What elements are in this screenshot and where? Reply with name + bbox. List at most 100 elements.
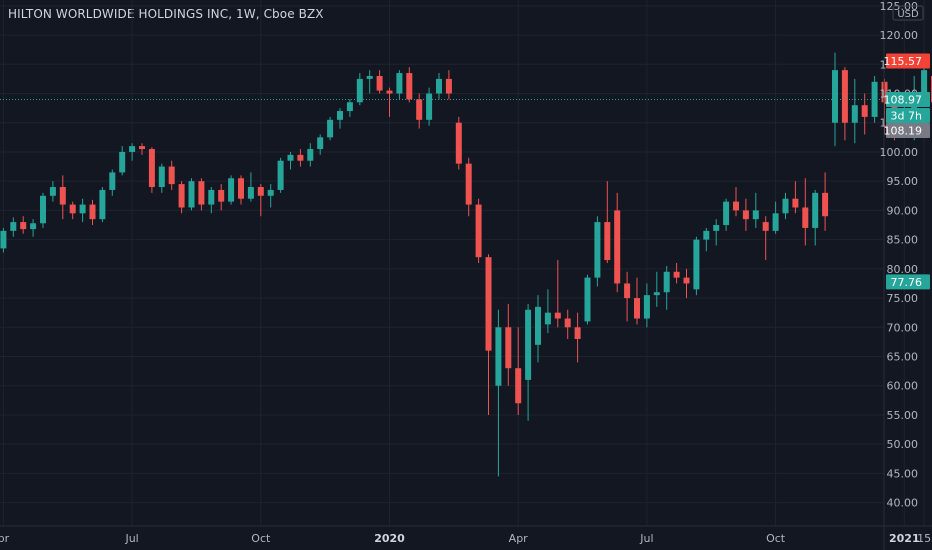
chart-grid bbox=[0, 0, 925, 526]
currency-box bbox=[892, 5, 924, 21]
candle-body bbox=[515, 368, 522, 404]
candle-body bbox=[554, 312, 561, 319]
candle-body bbox=[20, 222, 27, 230]
candle-body bbox=[386, 90, 393, 94]
candle-body bbox=[653, 292, 660, 296]
candle-body bbox=[257, 187, 264, 196]
candle-body bbox=[604, 222, 611, 261]
candle-body bbox=[148, 149, 155, 188]
candles bbox=[0, 52, 932, 477]
candle-body bbox=[634, 298, 640, 319]
price-tick-label: 65.00 bbox=[887, 351, 919, 364]
price-tick-label: 85.00 bbox=[887, 234, 919, 247]
candle-body bbox=[247, 187, 254, 199]
candle-body bbox=[49, 187, 56, 196]
candle-body bbox=[317, 137, 324, 150]
candle-body bbox=[663, 271, 670, 293]
time-tick-label: Oct bbox=[766, 532, 786, 545]
stop-price-tag-box bbox=[886, 53, 930, 69]
candle-body bbox=[505, 327, 512, 369]
candle-body bbox=[426, 93, 433, 120]
candle-body bbox=[99, 189, 106, 220]
candle-body bbox=[89, 204, 96, 220]
candle-body bbox=[624, 283, 631, 299]
price-tick-label: 40.00 bbox=[887, 497, 919, 510]
candle-body bbox=[376, 75, 383, 91]
candle-body bbox=[198, 181, 205, 205]
candle-body bbox=[525, 309, 532, 380]
candle-body bbox=[267, 189, 274, 196]
candle-body bbox=[287, 154, 294, 161]
candle-body bbox=[277, 160, 284, 190]
candle-body bbox=[851, 105, 858, 123]
target-price-tag-box bbox=[886, 274, 930, 290]
candle-body bbox=[584, 277, 591, 322]
price-tick-label: 50.00 bbox=[887, 438, 919, 451]
candle-body bbox=[574, 327, 581, 339]
prev-close-tag: 108.19 bbox=[884, 125, 923, 138]
candle-body bbox=[208, 189, 215, 205]
candle-body bbox=[356, 78, 363, 103]
candle-body bbox=[713, 225, 720, 231]
time-tick-label: 2021 bbox=[889, 532, 920, 545]
candle-body bbox=[0, 230, 7, 249]
candle-body bbox=[752, 210, 759, 220]
current-price-tag-box bbox=[886, 92, 930, 108]
prev-close-tag-box bbox=[886, 123, 930, 139]
candle-body bbox=[822, 192, 829, 217]
candle-body bbox=[802, 207, 809, 228]
candle-body bbox=[485, 257, 492, 351]
currency-label: USD bbox=[897, 9, 919, 20]
candle-body bbox=[346, 102, 353, 112]
candle-body bbox=[693, 239, 700, 290]
candle-body bbox=[535, 306, 541, 345]
candle-body bbox=[69, 204, 76, 214]
candle-body bbox=[188, 181, 195, 208]
price-tick-label: 75.00 bbox=[887, 292, 919, 305]
candle-body bbox=[643, 295, 650, 319]
candle-body bbox=[703, 230, 710, 240]
candle-body bbox=[465, 163, 472, 205]
candle-body bbox=[327, 119, 334, 138]
candle-body bbox=[871, 81, 878, 117]
candle-body bbox=[218, 189, 225, 202]
chart-title: HILTON WORLDWIDE HOLDINGS INC, 1W, Cboe … bbox=[8, 7, 324, 21]
price-tick-label: 55.00 bbox=[887, 409, 919, 422]
candle-body bbox=[673, 271, 680, 278]
candle-body bbox=[158, 166, 165, 188]
candle-body bbox=[79, 204, 86, 214]
time-tick-label: Jul bbox=[124, 532, 138, 545]
price-tick-label: 90.00 bbox=[887, 204, 919, 217]
candle-body bbox=[594, 222, 601, 278]
current-price-tag: 108.97 bbox=[884, 94, 923, 107]
countdown-tag-box bbox=[886, 108, 930, 124]
candle-body bbox=[436, 78, 442, 94]
candle-body bbox=[832, 70, 838, 123]
time-tick-label: Apr bbox=[509, 532, 529, 545]
candle-body bbox=[782, 198, 789, 214]
candle-body bbox=[683, 277, 690, 284]
candle-body bbox=[723, 201, 730, 226]
candle-body bbox=[297, 154, 304, 161]
candle-body bbox=[564, 318, 571, 328]
price-tick-label: 70.00 bbox=[887, 321, 919, 334]
price-tick-label: 45.00 bbox=[887, 467, 919, 480]
candle-body bbox=[762, 222, 769, 231]
candle-body bbox=[445, 78, 452, 94]
price-tick-label: 60.00 bbox=[887, 380, 919, 393]
candle-body bbox=[59, 187, 66, 205]
candle-body bbox=[30, 223, 37, 230]
countdown-tag: 3d 7h bbox=[891, 110, 922, 123]
candle-body bbox=[495, 327, 502, 386]
candle-body bbox=[416, 99, 423, 120]
time-tick-label: pr bbox=[0, 532, 10, 545]
time-tick-label: Oct bbox=[251, 532, 271, 545]
time-tick-label: Jul bbox=[639, 532, 653, 545]
candle-body bbox=[129, 146, 136, 152]
price-tick-label: 100.00 bbox=[880, 146, 919, 159]
candle-body bbox=[733, 201, 739, 211]
price-tags: 115.57 108.97 3d 7h 108.19 77.76 bbox=[884, 53, 930, 290]
time-tick-label: 15 bbox=[917, 532, 931, 545]
candle-body bbox=[228, 178, 235, 202]
